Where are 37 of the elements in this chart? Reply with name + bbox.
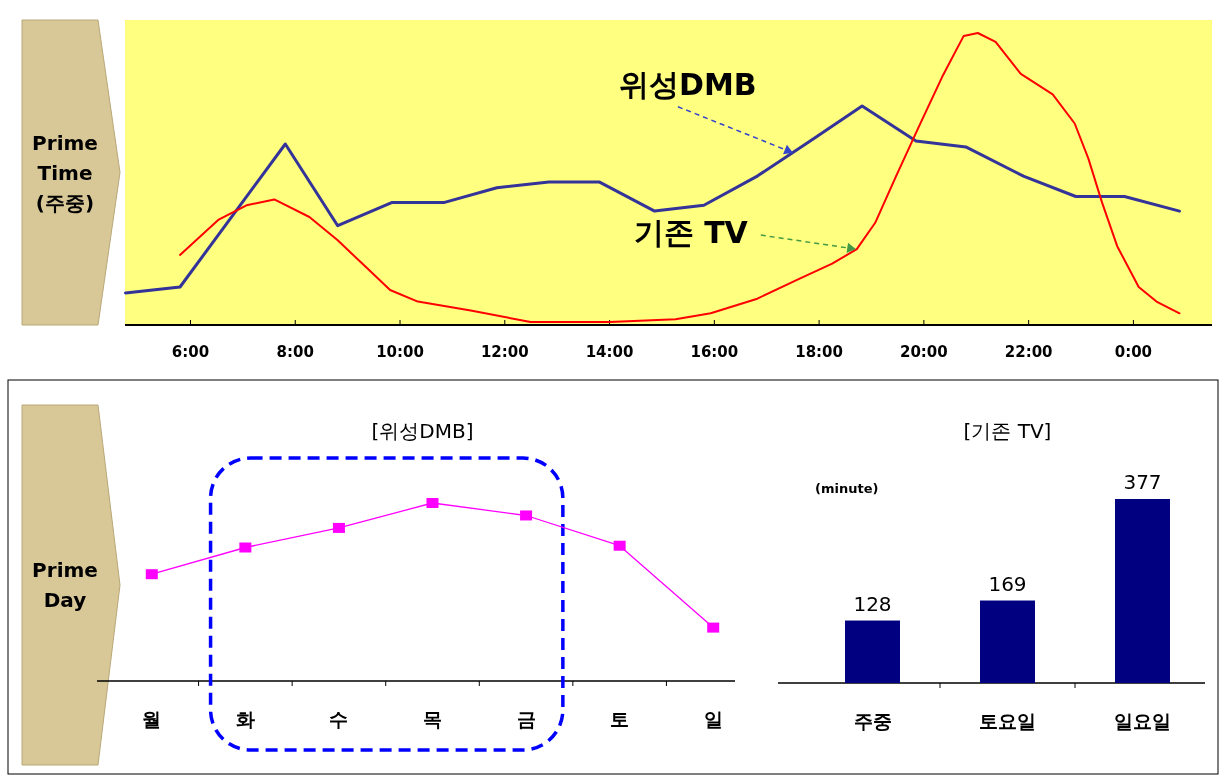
text: Prime Time (주중) <box>32 130 98 215</box>
x-tick-label: 월 <box>142 708 162 730</box>
data-label: 377 <box>1123 470 1162 494</box>
x-tick-label: 14:00 <box>585 343 634 361</box>
x-tick-label: 토요일 <box>979 710 1036 732</box>
x-tick-label: 8:00 <box>276 343 314 361</box>
x-tick-label: 수 <box>329 708 349 730</box>
annotation: Prime Day <box>32 558 98 612</box>
point <box>145 569 158 580</box>
x-tick-label: 10:00 <box>376 343 424 361</box>
chart-title: [기존 TV] <box>963 419 1052 443</box>
data-label: 169 <box>988 571 1027 596</box>
x-tick-label: 6:00 <box>171 343 210 361</box>
x-tick-label: 화 <box>235 708 255 730</box>
x-tick-label: 토 <box>610 708 630 730</box>
x-tick-label: 주중 <box>853 710 892 732</box>
x-tick-label: 20:00 <box>900 343 948 361</box>
x-tick-label: 금 <box>516 708 536 730</box>
point <box>520 510 533 521</box>
x-tick-label: 12:00 <box>480 343 529 361</box>
point <box>613 540 626 551</box>
x-tick-label: 0:00 <box>1114 343 1153 361</box>
point <box>332 522 345 533</box>
x-tick-label: 목 <box>423 708 442 730</box>
annotation: 기존 TV <box>633 215 749 251</box>
x-tick-label: 16:00 <box>690 343 739 361</box>
x-tick-label: 일 <box>703 708 723 730</box>
chart-title: [위성DMB] <box>371 419 474 443</box>
point <box>707 622 720 633</box>
point <box>239 542 252 553</box>
text: (minute) <box>815 481 879 496</box>
x-tick-label: 18:00 <box>795 343 843 361</box>
data-label: 128 <box>853 591 892 616</box>
annotation: 위성DMB <box>619 66 757 102</box>
x-tick-label: 일요일 <box>1114 710 1171 732</box>
point <box>426 498 439 508</box>
x-tick-label: 22:00 <box>1004 343 1053 361</box>
